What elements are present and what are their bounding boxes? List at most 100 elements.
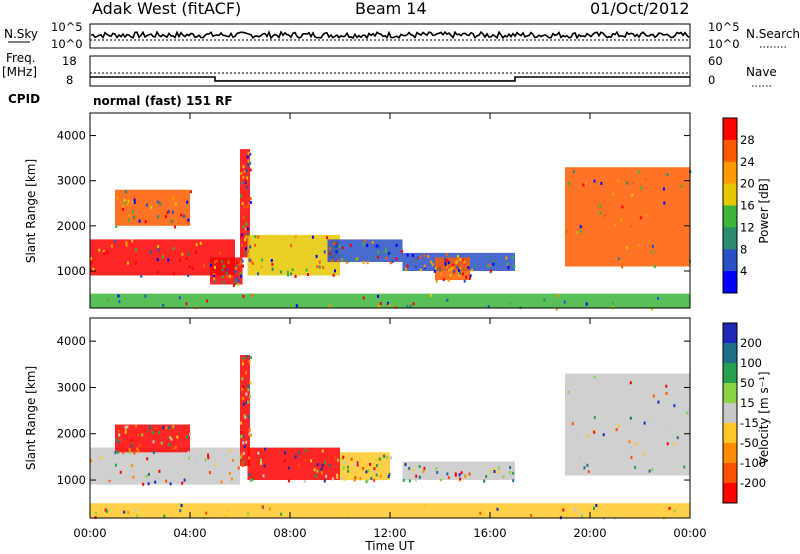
velocity-speckle: [424, 504, 427, 508]
velocity-speckle: [169, 435, 171, 439]
power-speckle: [387, 301, 390, 305]
power-speckle: [467, 266, 470, 270]
velocity-speckle: [374, 470, 377, 474]
velocity-speckle: [408, 479, 411, 483]
velocity-speckle: [365, 470, 368, 474]
power-speckle: [334, 244, 337, 248]
power-speckle: [246, 227, 249, 231]
velocity-speckle: [402, 478, 405, 482]
power-speckle: [244, 238, 246, 242]
velocity-speckle: [240, 431, 243, 434]
velocity-speckle: [247, 400, 249, 404]
power-speckle: [243, 205, 246, 209]
power-speckle: [326, 236, 329, 240]
power-colorbar: 28 24 20 16 12 8 4: [722, 117, 755, 294]
velocity-speckle: [122, 451, 125, 455]
power-speckle: [447, 261, 450, 265]
power-speckle: [377, 304, 380, 308]
power-speckle: [90, 261, 93, 265]
x-tick-label: 00:00: [673, 526, 706, 540]
velocity-colorbar-swatch: [723, 383, 737, 404]
power-speckle: [460, 259, 463, 263]
velocity-speckle: [628, 440, 631, 444]
power-speckle: [164, 215, 167, 219]
velocity-colorbar-label: Velocity [m s⁻¹]: [757, 371, 771, 464]
power-speckle: [507, 266, 510, 270]
velocity-speckle: [263, 464, 266, 468]
velocity-speckle: [185, 435, 188, 439]
power-ytick-label: 3000: [57, 174, 86, 188]
velocity-speckle: [280, 512, 283, 516]
velocity-speckle: [375, 473, 378, 477]
power-speckle: [157, 200, 160, 204]
power-speckle: [203, 264, 206, 268]
power-speckle: [488, 263, 491, 267]
power-speckle: [133, 198, 136, 202]
power-speckle: [146, 203, 149, 207]
power-speckle: [338, 244, 341, 248]
power-speckle: [377, 294, 380, 298]
power-speckle: [128, 214, 131, 218]
velocity-speckle: [490, 469, 493, 473]
velocity-speckle: [147, 472, 150, 476]
power-speckle: [362, 296, 365, 300]
velocity-speckle: [324, 461, 327, 465]
freq-label: Freq.: [6, 51, 36, 65]
velocity-speckle: [583, 466, 586, 470]
power-speckle: [271, 262, 274, 266]
velocity-speckle: [343, 461, 346, 464]
power-speckle: [234, 279, 237, 282]
power-speckle: [243, 170, 246, 174]
power-band: [327, 239, 403, 262]
power-speckle: [149, 250, 152, 254]
velocity-speckle: [123, 510, 126, 514]
velocity-speckle: [248, 456, 250, 460]
noise-panel: N.Sky 10^5 10^0 10^5 10^0 N.Search: [4, 20, 800, 51]
power-speckle: [249, 200, 252, 204]
power-speckle: [486, 264, 489, 268]
velocity-speckle: [127, 511, 130, 515]
velocity-yticks: 1000 2000 3000 4000: [57, 334, 690, 487]
power-speckle: [172, 247, 175, 251]
power-speckle: [487, 305, 490, 308]
power-speckle: [241, 243, 243, 247]
power-colorbar-swatch: [723, 249, 737, 272]
x-tick-label: 20:00: [573, 526, 606, 540]
power-speckle: [631, 193, 634, 197]
noise-panel-frame: [89, 23, 691, 49]
power-speckle: [242, 264, 244, 268]
power-speckle: [240, 274, 243, 278]
velocity-speckle: [615, 428, 618, 432]
velocity-band: [240, 355, 250, 467]
power-speckle: [127, 261, 129, 265]
velocity-speckle: [262, 448, 265, 452]
power-speckle: [242, 225, 245, 229]
velocity-speckle: [387, 475, 390, 479]
x-tick-label: 12:00: [373, 526, 406, 540]
power-speckle: [240, 172, 243, 176]
power-speckle: [162, 255, 165, 259]
velocity-speckle: [165, 479, 168, 483]
power-speckle: [116, 196, 119, 200]
velocity-speckle: [298, 451, 301, 455]
power-speckle: [245, 169, 248, 172]
power-speckle: [341, 246, 344, 250]
velocity-speckle: [362, 467, 365, 470]
velocity-speckle: [412, 468, 415, 472]
power-colorbar-swatch: [723, 183, 737, 206]
velocity-speckle: [630, 446, 633, 450]
velocity-speckle: [635, 442, 638, 446]
power-speckle: [474, 263, 477, 267]
velocity-speckle: [530, 514, 533, 517]
velocity-speckle: [137, 449, 140, 453]
power-speckle: [127, 218, 130, 222]
velocity-speckle: [341, 457, 344, 461]
velocity-speckle: [124, 426, 127, 430]
velocity-speckle: [336, 473, 339, 477]
velocity-speckle: [414, 478, 417, 482]
power-speckle: [237, 279, 240, 283]
velocity-speckle: [117, 429, 120, 433]
velocity-colorbar-swatch: [723, 343, 737, 364]
velocity-speckle: [630, 456, 633, 459]
power-speckle: [182, 214, 185, 218]
